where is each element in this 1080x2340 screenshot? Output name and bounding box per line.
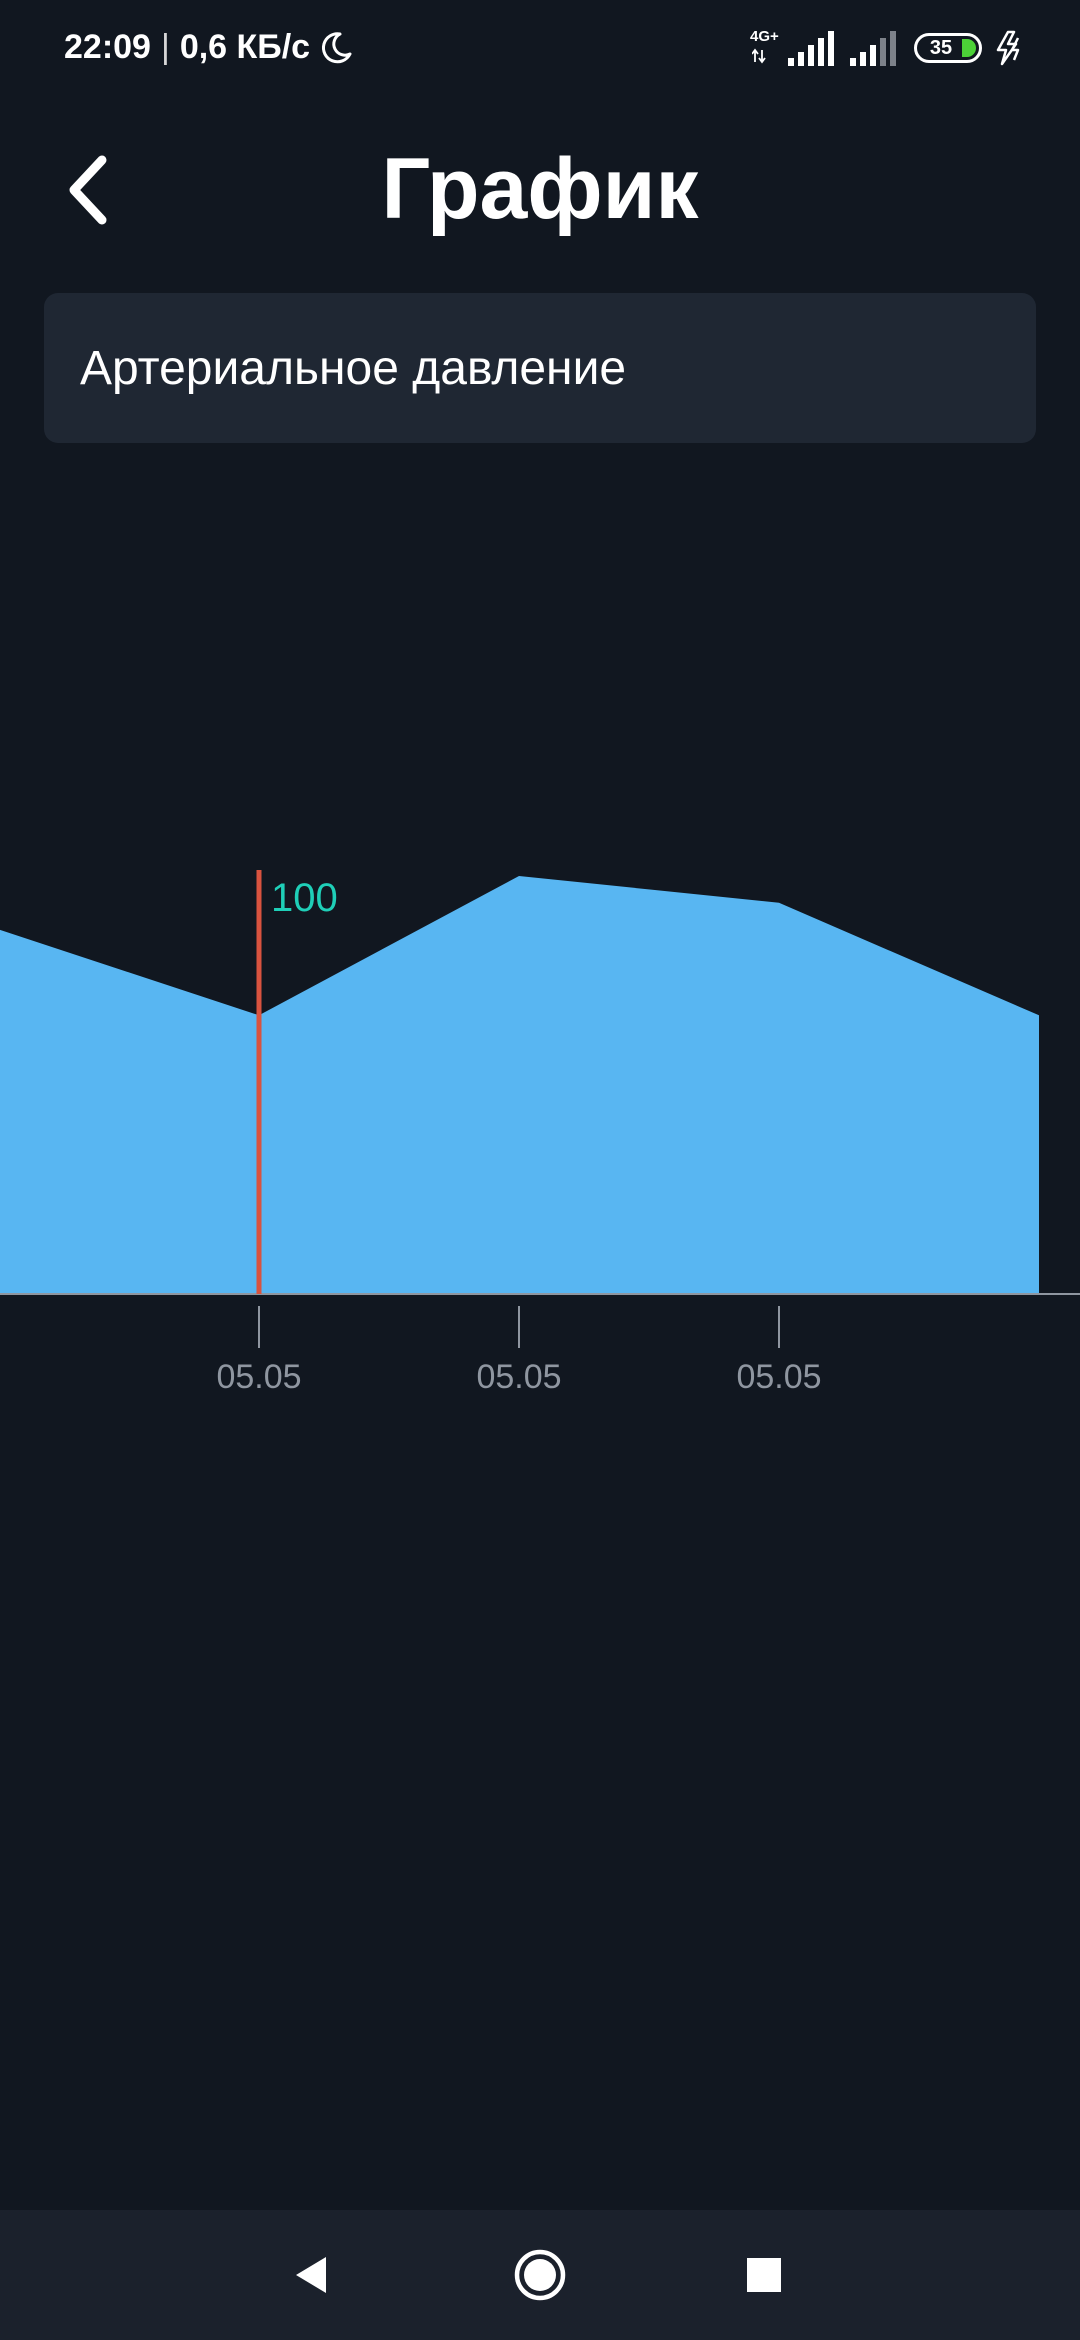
area-series	[0, 876, 1039, 1294]
battery-level: 35	[929, 37, 953, 59]
x-axis-ticks: 05.05 05.05 05.05	[216, 1306, 822, 1396]
nav-recents-button[interactable]	[714, 2225, 814, 2325]
nav-back-button[interactable]	[262, 2225, 362, 2325]
x-tick-label-3: 05.05	[736, 1358, 821, 1396]
back-button[interactable]	[50, 150, 130, 230]
page-title: График	[381, 141, 699, 237]
battery-fill	[962, 39, 976, 57]
status-time: 22:09	[64, 28, 151, 66]
status-bar: 22:09 | 0,6 КБ/с 4G+	[0, 0, 1080, 100]
chevron-left-icon	[69, 155, 107, 225]
status-net-speed: 0,6 КБ/с	[179, 28, 311, 66]
status-left: 22:09 | 0,6 КБ/с	[64, 28, 354, 67]
battery-icon: 35	[914, 33, 982, 63]
metric-selector[interactable]: Артериальное давление	[44, 293, 1036, 443]
back-triangle-icon	[296, 2257, 326, 2293]
x-tick-label-2: 05.05	[476, 1358, 561, 1396]
signal-secondary-icon	[850, 31, 896, 66]
selected-point-label: 100	[271, 876, 338, 920]
network-type: 4G+	[750, 28, 784, 68]
x-tick-label-1: 05.05	[216, 1358, 301, 1396]
status-right: 4G+ 35	[750, 28, 1024, 68]
network-type-label: 4G+	[750, 28, 779, 45]
home-circle-icon	[514, 2249, 566, 2301]
navigation-bar	[0, 2210, 1080, 2340]
charging-icon	[996, 30, 1020, 66]
signal-icon	[788, 31, 834, 66]
moon-icon	[322, 31, 352, 63]
recents-square-icon	[747, 2258, 781, 2292]
status-separator: |	[160, 28, 170, 66]
data-arrows-icon	[752, 48, 766, 64]
nav-home-button[interactable]	[490, 2225, 590, 2325]
metric-selector-value: Артериальное давление	[80, 341, 627, 395]
